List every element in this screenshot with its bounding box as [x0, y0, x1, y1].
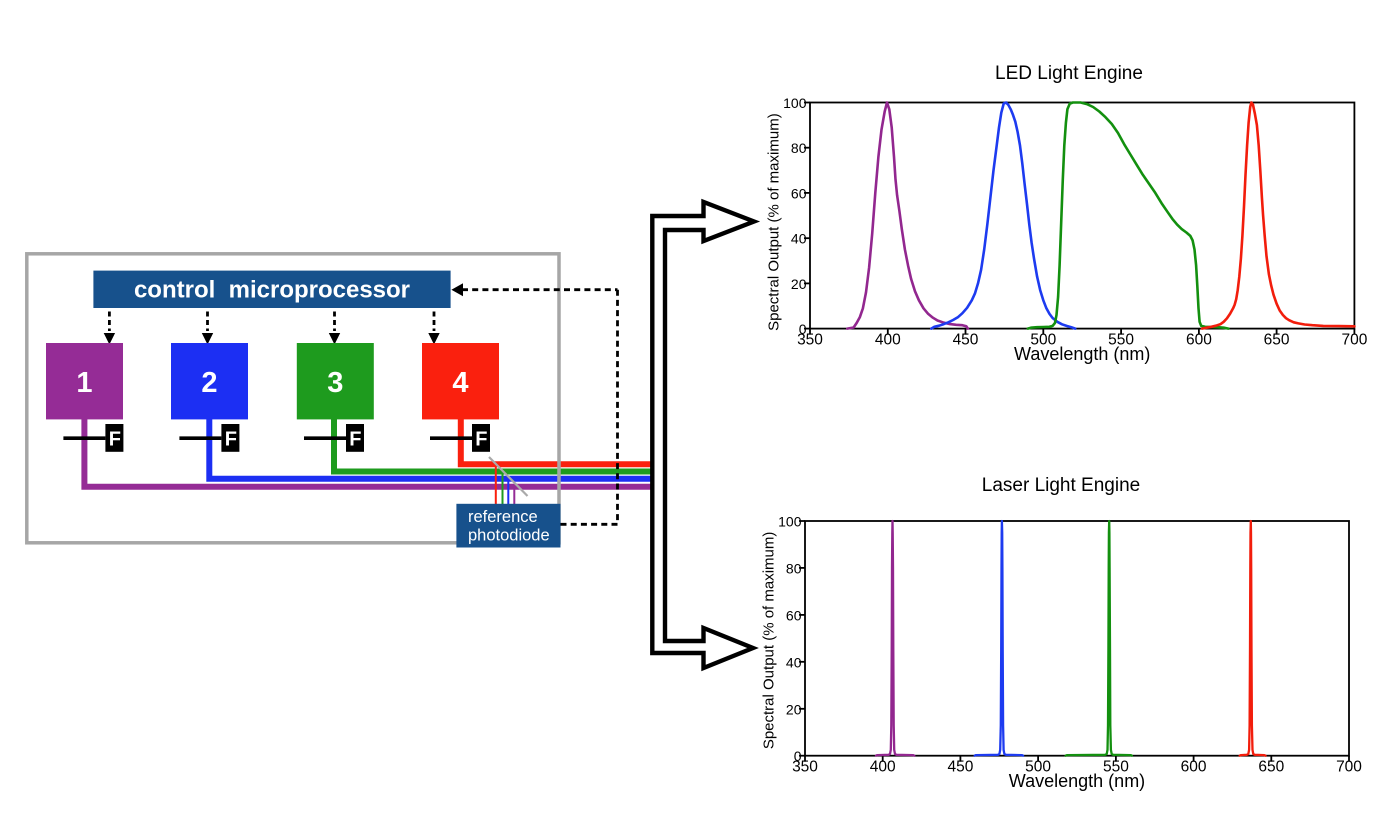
svg-text:350: 350 [792, 759, 818, 776]
svg-text:Spectral Output (% of maximum): Spectral Output (% of maximum) [761, 532, 778, 750]
svg-text:Wavelength (nm): Wavelength (nm) [1014, 344, 1150, 364]
svg-text:550: 550 [1103, 759, 1129, 776]
svg-text:60: 60 [791, 185, 807, 201]
svg-text:40: 40 [791, 231, 807, 247]
svg-text:reference: reference [468, 508, 538, 526]
svg-text:20: 20 [791, 276, 807, 292]
svg-text:650: 650 [1258, 759, 1284, 776]
svg-text:Wavelength (nm): Wavelength (nm) [1009, 771, 1145, 791]
svg-text:350: 350 [797, 332, 823, 349]
svg-text:2: 2 [201, 367, 217, 399]
svg-text:500: 500 [1030, 332, 1056, 349]
svg-text:650: 650 [1264, 332, 1290, 349]
svg-text:450: 450 [947, 759, 973, 776]
svg-text:photodiode: photodiode [468, 527, 550, 545]
svg-text:F: F [349, 428, 361, 450]
svg-text:100: 100 [778, 514, 802, 530]
svg-text:3: 3 [327, 367, 343, 399]
svg-text:600: 600 [1181, 759, 1207, 776]
svg-text:400: 400 [870, 759, 896, 776]
svg-text:700: 700 [1341, 332, 1367, 349]
svg-text:0: 0 [794, 748, 802, 764]
svg-text:40: 40 [786, 654, 802, 670]
svg-text:F: F [109, 428, 121, 450]
svg-text:Laser Light Engine: Laser Light Engine [982, 475, 1140, 496]
svg-text:450: 450 [953, 332, 979, 349]
svg-text:F: F [475, 428, 487, 450]
svg-text:600: 600 [1186, 332, 1212, 349]
svg-text:100: 100 [783, 95, 807, 111]
svg-text:400: 400 [875, 332, 901, 349]
svg-text:80: 80 [791, 140, 807, 156]
svg-text:0: 0 [799, 321, 807, 337]
svg-text:500: 500 [1025, 759, 1051, 776]
svg-text:control microprocessor: control microprocessor [134, 277, 410, 304]
svg-text:550: 550 [1108, 332, 1134, 349]
svg-text:1: 1 [76, 367, 92, 399]
svg-text:20: 20 [786, 701, 802, 717]
svg-text:80: 80 [786, 560, 802, 576]
svg-text:700: 700 [1336, 759, 1362, 776]
svg-text:4: 4 [452, 367, 468, 399]
svg-text:F: F [225, 428, 237, 450]
svg-text:60: 60 [786, 607, 802, 623]
svg-text:Spectral Output (% of maximum): Spectral Output (% of maximum) [766, 113, 783, 331]
svg-text:LED Light Engine: LED Light Engine [995, 63, 1143, 84]
